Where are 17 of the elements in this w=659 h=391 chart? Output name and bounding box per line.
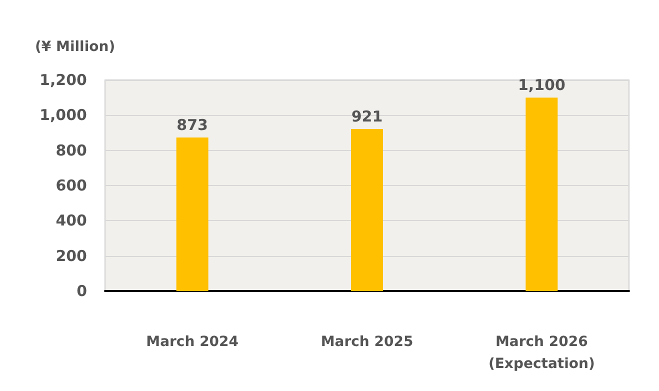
y-tick-label: 600 [56,176,87,194]
bar [526,98,558,291]
x-tick-label: March 2026 (Expectation) [488,334,595,372]
y-tick-label: 400 [56,212,87,230]
y-tick-label: 1,200 [40,71,87,89]
bar [351,129,383,291]
x-tick-label: March 2024 [146,334,239,350]
bar [176,138,208,291]
y-tick-label: 1,000 [40,106,87,124]
data-label: 873 [176,116,208,134]
data-label: 1,100 [518,76,566,94]
y-tick-label: 800 [56,141,87,160]
y-tick-label: 0 [76,282,87,300]
data-label: 921 [351,108,383,126]
x-tick-label: March 2025 [320,334,414,350]
y-axis-title: (¥ Million) [35,39,116,55]
y-tick-label: 200 [56,246,87,265]
